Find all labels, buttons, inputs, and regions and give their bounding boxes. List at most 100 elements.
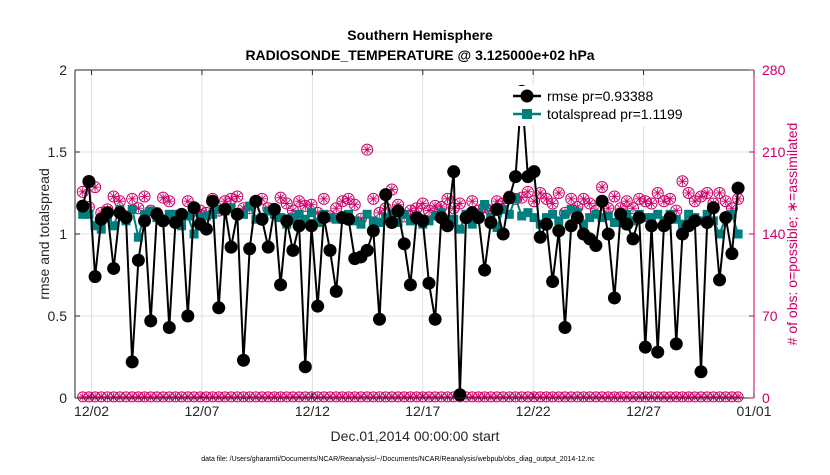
rmse-point-69	[502, 191, 516, 205]
obs-top-33-possible-circle	[280, 197, 293, 210]
obs-top-32-assimilated-star-ray	[277, 194, 285, 202]
rmse-point-96	[669, 337, 683, 351]
obs-top-72	[521, 185, 534, 198]
obs-top-0	[76, 185, 89, 198]
totalspread-point-19	[195, 213, 205, 223]
obs-top-10-possible-circle	[138, 190, 151, 203]
rmse-point-8	[125, 355, 139, 369]
rmse-point-76	[546, 275, 560, 289]
rmse-point-60	[447, 165, 461, 179]
obs-top-84-assimilated-star-ray	[598, 183, 606, 191]
rmse-point-11	[144, 314, 158, 328]
rmse-point-106	[731, 181, 745, 195]
obs-top-35-assimilated-star-ray	[295, 197, 303, 205]
chart-title-line1: Southern Hemisphere	[347, 27, 493, 43]
obs-top-90-possible-circle	[633, 192, 646, 205]
totalspread-point-103	[715, 229, 725, 239]
obs-top-56-possible-circle	[422, 204, 435, 217]
rmse-point-1	[82, 175, 96, 189]
data-file-footer: data file: /Users/gharamti/Documents/NCA…	[201, 456, 595, 463]
obs-top-61-assimilated-star-ray	[456, 200, 464, 208]
totalspread-point-49	[381, 213, 391, 223]
rmse-point-64	[471, 211, 485, 225]
obs-top-13-assimilated-star-ray	[159, 194, 167, 202]
x-tick-label-5: 12/27	[626, 403, 661, 419]
rmse-point-89	[626, 232, 640, 246]
obs-top-91-possible-circle	[639, 195, 652, 208]
rmse-point-30	[261, 240, 275, 254]
rmse-point-74	[533, 230, 547, 244]
x-tick-label-6: 01/01	[736, 403, 771, 419]
totalspread-point-2	[90, 221, 100, 231]
obs-top-77-assimilated-star-ray	[555, 189, 563, 197]
x-tick-label-2: 12/12	[295, 403, 330, 419]
obs-top-39	[317, 192, 330, 205]
obs-top-84-possible-circle	[596, 181, 609, 194]
totalspread-point-83	[591, 209, 601, 219]
obs-top-13	[157, 191, 170, 204]
obs-top-92-assimilated-star-ray	[648, 200, 656, 208]
obs-top-56-assimilated-star-ray	[425, 207, 433, 215]
totalspread-point-93	[653, 209, 663, 219]
obs-top-104	[719, 195, 732, 208]
totalspread-point-11	[146, 206, 156, 216]
rmse-point-39	[317, 211, 331, 225]
totalspread-point-34	[288, 213, 298, 223]
obs-bottom-106-possible-circle	[732, 391, 744, 403]
rmse-point-88	[620, 217, 634, 231]
obs-top-95-possible-circle	[664, 192, 677, 205]
obs-top-42-possible-circle	[336, 195, 349, 208]
obs-top-75-assimilated-star-ray	[542, 195, 550, 203]
totalspread-point-45	[356, 219, 366, 229]
y-axis-label-left: rmse and totalspread	[36, 168, 52, 300]
obs-top-79	[565, 192, 578, 205]
rmse-point-87	[614, 207, 628, 221]
obs-top-103-assimilated-star-ray	[716, 189, 724, 197]
rmse-point-105	[725, 247, 739, 261]
obs-top-76	[546, 197, 559, 210]
obs-bottom-106-assimilated-star-ray	[734, 393, 742, 400]
obs-top-86	[608, 190, 621, 203]
totalspread-point-65	[480, 199, 490, 209]
rmse-point-25	[230, 207, 244, 221]
rmse-point-48	[373, 312, 387, 326]
rmse-point-7	[119, 211, 133, 225]
totalspread-point-10	[140, 209, 150, 219]
obs-top-98	[682, 187, 695, 199]
obs-top-39-assimilated-star-ray	[320, 195, 328, 203]
rmse-point-9	[131, 253, 145, 267]
rmse-point-43	[342, 212, 356, 226]
rmse-point-31	[267, 202, 281, 216]
rmse-point-86	[607, 291, 621, 305]
rmse-point-22	[212, 301, 226, 315]
obs-top-74-assimilated-star-ray	[536, 189, 544, 197]
obs-top-5-possible-circle	[107, 190, 120, 203]
obs-top-46-assimilated-star-ray	[363, 146, 371, 154]
obs-top-91-assimilated-star-ray	[641, 197, 649, 205]
obs-top-8-possible-circle	[126, 192, 139, 205]
obs-top-86-assimilated-star-ray	[610, 193, 618, 201]
obs-top-5-assimilated-star-ray	[110, 193, 118, 201]
totalspread-point-61	[455, 224, 465, 234]
totalspread-point-38	[313, 218, 323, 228]
y-left-tick-label-2: 1	[59, 226, 67, 242]
obs-top-93-possible-circle	[651, 187, 664, 199]
obs-top-88-possible-circle	[620, 195, 633, 208]
obs-top-59-assimilated-star-ray	[444, 195, 452, 203]
obs-top-48-assimilated-star-ray	[376, 209, 384, 217]
rmse-point-67	[490, 202, 504, 216]
obs-top-25-possible-circle	[231, 190, 244, 203]
obs-top-97	[676, 175, 689, 188]
rmse-point-21	[206, 194, 220, 208]
rmse-point-59	[441, 219, 455, 233]
obs-top-86-possible-circle	[608, 190, 621, 203]
obs-top-60-assimilated-star-ray	[450, 204, 458, 212]
obs-top-106	[732, 192, 745, 205]
rmse-series	[76, 84, 745, 402]
obs-top-100-assimilated-star-ray	[697, 193, 705, 201]
rmse-point-33	[280, 214, 294, 228]
obs-top-79-possible-circle	[565, 192, 578, 205]
y-right-tick-label-4: 280	[762, 62, 786, 78]
obs-top-33	[280, 197, 293, 210]
